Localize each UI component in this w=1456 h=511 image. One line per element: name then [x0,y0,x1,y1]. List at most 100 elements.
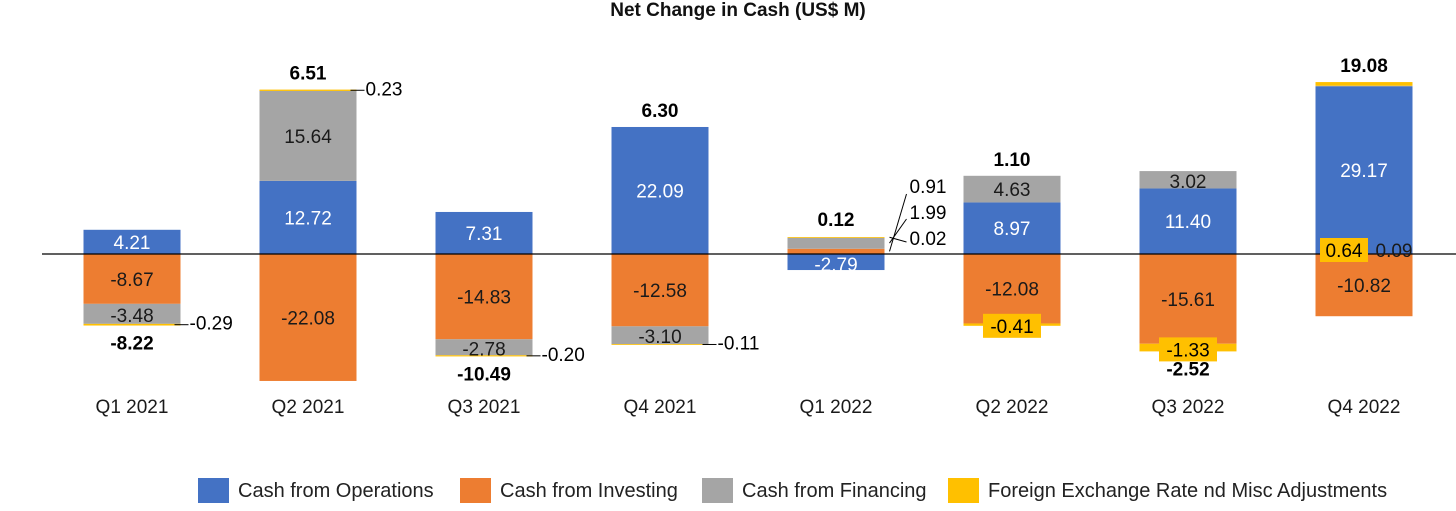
total-label-q3-2022: -2.52 [1166,359,1209,380]
legend-item-cash-from-financing: Cash from Financing [702,478,927,503]
label-q4-2021-cash-from-investing: -12.58 [633,281,687,302]
bar-q1-2022-cash-from-investing [787,248,885,254]
label-q4-2022-cash-from-financing: 0.09 [1376,241,1413,262]
label-q1-2022-cash-from-financing: 1.99 [910,203,947,224]
bar-q2-2021-cash-from-operations [259,180,357,254]
legend-swatch-cash-from-financing [702,478,733,503]
bar-q4-2022-cash-from-operations [1315,86,1413,255]
label-q2-2021-cash-from-investing: -22.08 [281,308,335,329]
label-q1-2021-cash-from-investing: -8.67 [110,270,153,291]
label-q2-2022-foreign-exchange-rate-nd-misc-adjustments: -0.41 [990,317,1033,338]
total-label-q3-2021: -10.49 [457,364,511,385]
label-q4-2021-foreign-exchange-rate-nd-misc-adjustments: -0.11 [718,333,760,354]
label-q3-2022-cash-from-operations: 11.40 [1165,212,1211,233]
legend-item-foreign-exchange-rate-nd-misc-adjustments: Foreign Exchange Rate nd Misc Adjustment… [948,478,1387,503]
bar-q3-2021-cash-from-operations [435,211,533,254]
bar-q4-2021-cash-from-financing [611,326,709,345]
total-label-q1-2021: -8.22 [110,334,153,355]
category-label-q3-2022: Q3 2022 [1152,397,1225,418]
label-q4-2022-cash-from-operations: 29.17 [1340,161,1388,182]
bar-q2-2022-cash-from-financing [963,175,1061,203]
label-q3-2021-cash-from-operations: 7.31 [466,224,503,245]
label-q1-2021-cash-from-operations: 4.21 [114,233,151,254]
label-q3-2022-foreign-exchange-rate-nd-misc-adjustments: -1.33 [1166,340,1209,361]
label-box-q2-2022-foreign-exchange-rate-nd-misc-adjustments [983,313,1041,338]
label-q3-2022-cash-from-financing: 3.02 [1170,172,1207,193]
label-q1-2021-cash-from-financing: -3.48 [110,306,153,327]
legend-label-cash-from-financing: Cash from Financing [742,480,927,502]
bar-q4-2022-foreign-exchange-rate-nd-misc-adjustments [1315,82,1413,86]
bar-q4-2021-cash-from-investing [611,254,709,327]
bar-q4-2022-cash-from-investing [1315,254,1413,317]
label-box-q4-2022-foreign-exchange-rate-nd-misc-adjustments [1320,238,1368,262]
label-q1-2022-cash-from-investing: 0.91 [910,177,947,198]
label-box-q3-2022-foreign-exchange-rate-nd-misc-adjustments [1159,337,1217,362]
legend: Cash from Operations Cash from Investing C… [198,478,1387,503]
bar-q1-2021-cash-from-financing [83,303,181,324]
label-q2-2022-cash-from-investing: -12.08 [985,280,1039,301]
label-q4-2022-foreign-exchange-rate-nd-misc-adjustments: 0.64 [1326,241,1363,262]
legend-item-cash-from-investing: Cash from Investing [460,478,678,503]
category-label-q1-2022: Q1 2022 [800,397,873,418]
bar-q3-2021-cash-from-financing [435,339,533,356]
total-label-q2-2021: 6.51 [290,64,327,85]
legend-swatch-cash-from-investing [460,478,491,503]
leader-q1-2022-foreign-exchange-rate-nd-misc-adjustments [889,236,907,243]
category-label-q2-2021: Q2 2021 [272,397,345,418]
label-q1-2021-foreign-exchange-rate-nd-misc-adjustments: -0.29 [190,314,233,335]
legend-swatch-cash-from-operations [198,478,229,503]
bar-q4-2021-cash-from-operations [611,126,709,254]
label-q3-2021-foreign-exchange-rate-nd-misc-adjustments: -0.20 [542,345,585,366]
label-q4-2022-cash-from-investing: -10.82 [1337,276,1391,297]
bar-q2-2021-foreign-exchange-rate-nd-misc-adjustments [259,89,357,91]
label-q2-2021-foreign-exchange-rate-nd-misc-adjustments: 0.23 [366,79,403,100]
bar-q4-2021-foreign-exchange-rate-nd-misc-adjustments [611,344,709,345]
bar-q1-2022-cash-from-financing [787,237,885,249]
bars-layer [83,82,1413,381]
label-q2-2022-cash-from-operations: 8.97 [994,219,1031,240]
labels-layer: 4.21 -8.67 -3.48 -0.29 -8.22 Q1 2021 12.72 -22.… [96,56,1413,418]
label-q2-2022-cash-from-financing: 4.63 [994,180,1031,201]
bar-q1-2022-cash-from-operations [787,254,885,271]
legend-item-cash-from-operations: Cash from Operations [198,478,434,503]
category-label-q4-2022: Q4 2022 [1328,397,1401,418]
bar-q2-2021-cash-from-financing [259,90,357,181]
bar-q2-2022-cash-from-operations [963,202,1061,254]
chart-title: Net Change in Cash (US$ M) [610,0,865,21]
bar-q2-2022-cash-from-investing [963,254,1061,324]
label-q2-2021-cash-from-financing: 15.64 [284,127,332,148]
bar-q1-2022-foreign-exchange-rate-nd-misc-adjustments [787,237,885,239]
legend-label-cash-from-operations: Cash from Operations [238,480,434,502]
label-q4-2021-cash-from-operations: 22.09 [636,181,684,202]
total-label-q1-2022: 0.12 [818,210,855,231]
bar-q1-2021-cash-from-investing [83,254,181,304]
label-q1-2022-foreign-exchange-rate-nd-misc-adjustments: 0.02 [910,229,947,250]
bar-q4-2022-cash-from-financing [1315,85,1413,87]
category-label-q2-2022: Q2 2022 [976,397,1049,418]
leader-q1-2022-cash-from-investing [889,193,907,252]
category-label-q3-2021: Q3 2021 [448,397,521,418]
label-q4-2021-cash-from-financing: -3.10 [638,327,681,348]
bar-q3-2021-foreign-exchange-rate-nd-misc-adjustments [435,355,533,357]
bar-q3-2022-cash-from-financing [1139,171,1237,189]
bar-q3-2021-cash-from-investing [435,254,533,340]
bar-q3-2022-cash-from-investing [1139,254,1237,344]
category-label-q1-2021: Q1 2021 [96,397,169,418]
legend-label-foreign-exchange-rate-nd-misc-adjustments: Foreign Exchange Rate nd Misc Adjustment… [988,480,1387,502]
label-q3-2021-cash-from-investing: -14.83 [457,288,511,309]
legend-swatch-foreign-exchange-rate-nd-misc-adjustments [948,478,979,503]
label-q2-2021-cash-from-operations: 12.72 [284,208,332,229]
label-q3-2021-cash-from-financing: -2.78 [462,339,505,360]
total-label-q4-2021: 6.30 [642,101,679,122]
label-q1-2022-cash-from-operations: -2.79 [814,255,857,276]
category-label-q4-2021: Q4 2021 [624,397,697,418]
bar-q3-2022-cash-from-operations [1139,188,1237,254]
bar-q1-2021-cash-from-operations [83,229,181,254]
total-label-q4-2022: 19.08 [1340,56,1388,77]
bar-q2-2021-cash-from-investing [259,254,357,381]
bar-q1-2021-foreign-exchange-rate-nd-misc-adjustments [83,323,181,326]
leader-q1-2022-cash-from-financing [889,218,907,244]
legend-label-cash-from-investing: Cash from Investing [500,480,678,502]
total-label-q2-2022: 1.10 [994,150,1031,171]
